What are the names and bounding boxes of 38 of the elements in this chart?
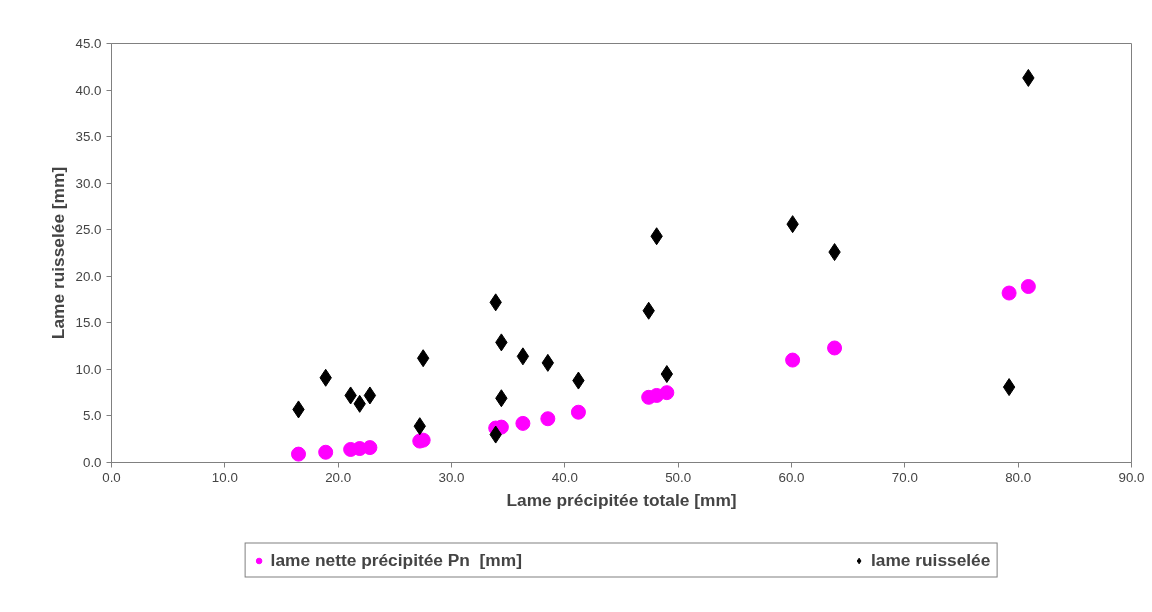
point xyxy=(1001,285,1017,301)
point xyxy=(363,386,377,405)
x-tick-label: 30.0 xyxy=(438,469,465,485)
y-tick-label: 20.0 xyxy=(75,268,102,284)
y-tick-label: 5.0 xyxy=(82,408,102,424)
legend-label: lame ruisselée xyxy=(870,549,991,571)
x-tick-label: 90.0 xyxy=(1118,469,1145,485)
x-tick-label: 40.0 xyxy=(551,469,578,485)
y-tick-label: 15.0 xyxy=(75,315,102,331)
point xyxy=(1002,378,1016,397)
y-tick-label: 10.0 xyxy=(75,361,102,377)
legend-label: lame nette précipitée Pn [mm] xyxy=(270,549,522,571)
y-tick-label: 35.0 xyxy=(75,129,102,145)
y-tick-label: 30.0 xyxy=(75,175,102,191)
point xyxy=(659,385,675,401)
y-axis-title: Lame ruisselée [mm] xyxy=(47,166,68,340)
point xyxy=(785,352,801,368)
x-tick-label: 70.0 xyxy=(891,469,918,485)
point xyxy=(362,440,378,456)
x-tick-label: 60.0 xyxy=(778,469,805,485)
y-tick-label: 0.0 xyxy=(82,455,102,470)
point xyxy=(1020,279,1036,295)
point xyxy=(570,404,586,420)
point xyxy=(827,340,843,356)
x-tick-label: 20.0 xyxy=(325,469,352,485)
x-tick-label: 80.0 xyxy=(1005,469,1032,485)
point xyxy=(291,446,306,462)
x-tick-label: 0.0 xyxy=(102,469,121,485)
point xyxy=(318,444,334,460)
point xyxy=(516,347,530,366)
point xyxy=(540,411,556,427)
x-tick-label: 50.0 xyxy=(665,469,692,485)
x-axis-title: Lame précipitée totale [mm] xyxy=(506,489,737,510)
y-tick-label: 25.0 xyxy=(75,222,102,238)
point xyxy=(515,415,531,431)
y-tick-label: 45.0 xyxy=(75,36,102,51)
x-tick-label: 10.0 xyxy=(211,469,238,485)
y-tick-label: 40.0 xyxy=(75,82,102,98)
